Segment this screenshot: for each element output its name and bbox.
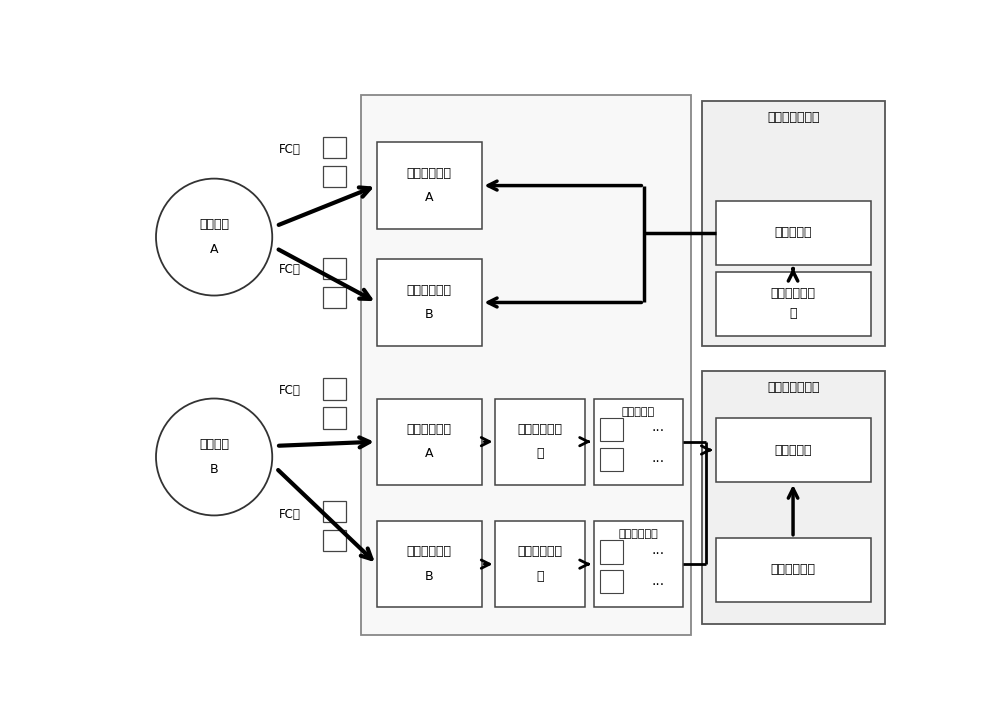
FancyBboxPatch shape [377, 142, 482, 228]
FancyBboxPatch shape [377, 521, 482, 607]
FancyBboxPatch shape [600, 541, 623, 564]
Text: 完整性检查模: 完整性检查模 [518, 545, 563, 558]
FancyBboxPatch shape [716, 201, 871, 265]
FancyBboxPatch shape [323, 378, 346, 400]
Text: 光纤通道发送: 光纤通道发送 [407, 283, 452, 296]
Text: B: B [210, 463, 218, 476]
FancyBboxPatch shape [323, 530, 346, 551]
FancyBboxPatch shape [702, 371, 885, 624]
Text: 数据帧接收: 数据帧接收 [774, 443, 812, 456]
FancyBboxPatch shape [594, 398, 683, 485]
Text: 光纤网络: 光纤网络 [199, 218, 229, 231]
Text: ...: ... [651, 573, 665, 588]
Text: 数据帧发送模块: 数据帧发送模块 [767, 111, 820, 124]
Text: 冗余码插入模: 冗余码插入模 [771, 287, 816, 300]
Text: A: A [425, 192, 433, 205]
Text: 数据帧量缓存: 数据帧量缓存 [619, 529, 658, 539]
FancyBboxPatch shape [600, 448, 623, 471]
FancyBboxPatch shape [323, 501, 346, 522]
Text: 冗余管理模块: 冗余管理模块 [771, 563, 816, 576]
FancyBboxPatch shape [495, 398, 585, 485]
Text: 块: 块 [789, 307, 797, 320]
FancyBboxPatch shape [600, 418, 623, 441]
Text: 数据帧接收模块: 数据帧接收模块 [767, 381, 820, 394]
FancyBboxPatch shape [716, 272, 871, 335]
FancyBboxPatch shape [323, 286, 346, 308]
FancyBboxPatch shape [600, 570, 623, 594]
FancyBboxPatch shape [323, 137, 346, 158]
Ellipse shape [156, 179, 272, 296]
Text: FC帧: FC帧 [278, 384, 300, 397]
FancyBboxPatch shape [495, 521, 585, 607]
Text: 光纤网络: 光纤网络 [199, 438, 229, 451]
Ellipse shape [156, 398, 272, 515]
Text: 数据帧发送: 数据帧发送 [774, 226, 812, 239]
Text: 光纤通道发送: 光纤通道发送 [407, 167, 452, 180]
FancyBboxPatch shape [361, 95, 691, 635]
Text: A: A [425, 448, 433, 461]
FancyBboxPatch shape [377, 398, 482, 485]
FancyBboxPatch shape [702, 100, 885, 346]
Text: FC帧: FC帧 [278, 142, 300, 155]
Text: 块: 块 [536, 448, 544, 461]
FancyBboxPatch shape [323, 257, 346, 279]
Text: 数据帧缓存: 数据帧缓存 [622, 407, 655, 417]
Text: ...: ... [651, 543, 665, 557]
Text: 光纤通道接收: 光纤通道接收 [407, 423, 452, 436]
Text: 块: 块 [536, 570, 544, 583]
FancyBboxPatch shape [377, 260, 482, 346]
Text: FC帧: FC帧 [278, 263, 300, 276]
FancyBboxPatch shape [716, 538, 871, 602]
FancyBboxPatch shape [323, 166, 346, 187]
FancyBboxPatch shape [716, 418, 871, 482]
Text: ...: ... [651, 421, 665, 435]
Text: A: A [210, 243, 218, 256]
FancyBboxPatch shape [594, 521, 683, 607]
Text: ...: ... [651, 451, 665, 465]
Text: B: B [425, 308, 434, 321]
Text: B: B [425, 570, 434, 583]
Text: 完成性检查模: 完成性检查模 [518, 423, 563, 436]
FancyBboxPatch shape [323, 408, 346, 429]
Text: FC帧: FC帧 [278, 508, 300, 521]
Text: 光纤通道接收: 光纤通道接收 [407, 545, 452, 558]
